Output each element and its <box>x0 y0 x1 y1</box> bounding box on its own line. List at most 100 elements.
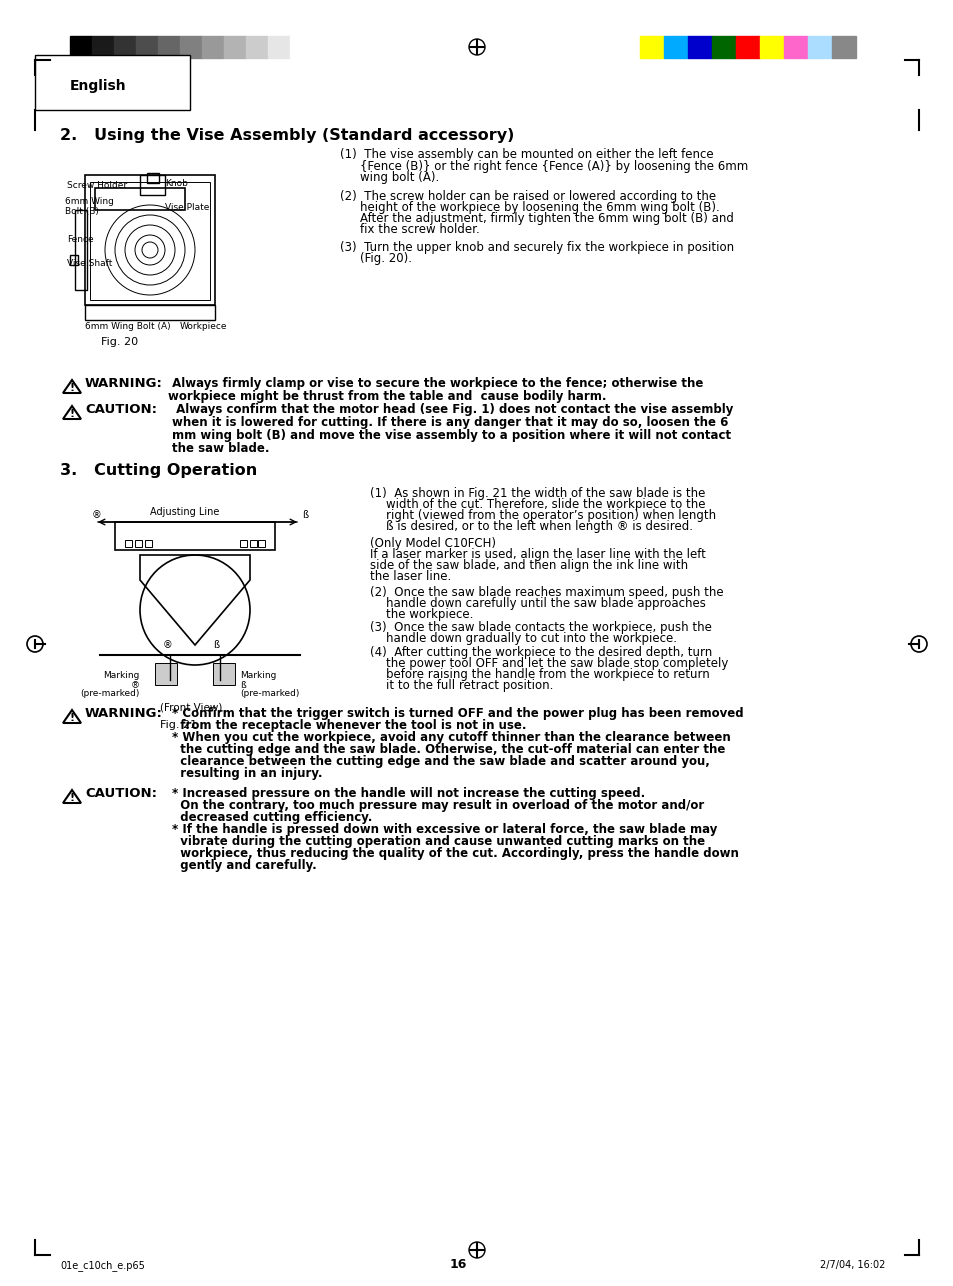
Text: Workpiece: Workpiece <box>180 322 227 331</box>
Text: 2/7/04, 16:02: 2/7/04, 16:02 <box>820 1260 884 1271</box>
Text: 6mm Wing
Bolt (B): 6mm Wing Bolt (B) <box>65 197 113 216</box>
Text: Fence: Fence <box>67 235 93 244</box>
Text: Fig. 21: Fig. 21 <box>160 720 197 730</box>
Text: CAUTION:: CAUTION: <box>85 403 157 415</box>
Text: Vise Plate: Vise Plate <box>165 202 209 211</box>
Text: Marking
ß: Marking ß <box>240 670 276 691</box>
Text: when it is lowered for cutting. If there is any danger that it may do so, loosen: when it is lowered for cutting. If there… <box>172 415 727 430</box>
Text: (4)  After cutting the workpiece to the desired depth, turn: (4) After cutting the workpiece to the d… <box>370 646 712 658</box>
Text: 2.   Using the Vise Assembly (Standard accessory): 2. Using the Vise Assembly (Standard acc… <box>60 129 514 143</box>
Bar <box>246 36 268 58</box>
Text: ß is desired, or to the left when length ® is desired.: ß is desired, or to the left when length… <box>386 520 692 532</box>
Bar <box>783 36 807 58</box>
Text: (1)  As shown in Fig. 21 the width of the saw blade is the: (1) As shown in Fig. 21 the width of the… <box>370 487 704 500</box>
Text: On the contrary, too much pressure may result in overload of the motor and/or: On the contrary, too much pressure may r… <box>172 799 703 811</box>
Text: 16: 16 <box>450 1258 467 1271</box>
Text: workpiece might be thrust from the table and  cause bodily harm.: workpiece might be thrust from the table… <box>168 390 606 403</box>
Bar <box>85 305 214 320</box>
Text: CAUTION:: CAUTION: <box>85 787 157 800</box>
Bar <box>290 36 312 58</box>
Text: right (viewed from the operator’s position) when length: right (viewed from the operator’s positi… <box>386 509 716 522</box>
Bar <box>213 664 234 685</box>
Text: side of the saw blade, and then align the ink line with: side of the saw blade, and then align th… <box>370 559 687 572</box>
Bar <box>711 36 735 58</box>
Bar <box>125 540 132 547</box>
Text: (1)  The vise assembly can be mounted on either the left fence: (1) The vise assembly can be mounted on … <box>339 148 713 161</box>
Bar <box>663 36 687 58</box>
Text: After the adjustment, firmly tighten the 6mm wing bolt (B) and: After the adjustment, firmly tighten the… <box>359 212 733 225</box>
Text: Adjusting Line: Adjusting Line <box>150 507 219 517</box>
Text: WARNING:: WARNING: <box>85 377 163 390</box>
Text: 6mm Wing Bolt (A): 6mm Wing Bolt (A) <box>85 322 171 331</box>
Text: (Only Model C10FCH): (Only Model C10FCH) <box>370 538 496 550</box>
Text: (3)  Once the saw blade contacts the workpiece, push the: (3) Once the saw blade contacts the work… <box>370 621 711 634</box>
Text: the saw blade.: the saw blade. <box>172 442 269 455</box>
Bar <box>735 36 760 58</box>
Bar <box>240 540 247 547</box>
Text: 01e_c10ch_e.p65: 01e_c10ch_e.p65 <box>60 1260 145 1271</box>
Text: (pre-marked): (pre-marked) <box>240 689 299 698</box>
Bar <box>687 36 711 58</box>
Text: the power tool OFF and let the saw blade stop completely: the power tool OFF and let the saw blade… <box>386 657 727 670</box>
Text: ®: ® <box>163 640 172 649</box>
Text: fix the screw holder.: fix the screw holder. <box>359 222 479 237</box>
Text: Fig. 20: Fig. 20 <box>101 337 138 347</box>
Text: workpiece, thus reducing the quality of the cut. Accordingly, press the handle d: workpiece, thus reducing the quality of … <box>172 847 739 860</box>
Bar <box>145 540 152 547</box>
Text: Knob: Knob <box>165 179 188 188</box>
Bar <box>224 36 246 58</box>
Text: (2)  The screw holder can be raised or lowered according to the: (2) The screw holder can be raised or lo… <box>339 190 716 203</box>
Bar <box>147 174 159 183</box>
Bar <box>70 36 91 58</box>
Bar <box>807 36 831 58</box>
Text: width of the cut. Therefore, slide the workpiece to the: width of the cut. Therefore, slide the w… <box>386 498 705 511</box>
Text: the cutting edge and the saw blade. Otherwise, the cut-off material can enter th: the cutting edge and the saw blade. Othe… <box>172 743 724 756</box>
Text: clearance between the cutting edge and the saw blade and scatter around you,: clearance between the cutting edge and t… <box>172 755 709 768</box>
Bar <box>136 36 158 58</box>
Bar <box>70 255 78 265</box>
Text: (2)  Once the saw blade reaches maximum speed, push the: (2) Once the saw blade reaches maximum s… <box>370 586 723 599</box>
Text: English: English <box>70 78 127 93</box>
Bar <box>90 183 210 300</box>
Text: !: ! <box>70 793 74 802</box>
Text: handle down carefully until the saw blade approaches: handle down carefully until the saw blad… <box>386 597 705 610</box>
Text: Marking
®: Marking ® <box>104 670 140 691</box>
Bar <box>95 188 185 210</box>
Bar <box>180 36 202 58</box>
Bar <box>257 540 265 547</box>
Text: (pre-marked): (pre-marked) <box>81 689 140 698</box>
Bar <box>250 540 256 547</box>
Text: !: ! <box>70 409 74 419</box>
Text: {Fence (B)} or the right fence {Fence (A)} by loosening the 6mm: {Fence (B)} or the right fence {Fence (A… <box>359 159 747 174</box>
Text: 3.   Cutting Operation: 3. Cutting Operation <box>60 463 257 478</box>
Bar <box>91 36 113 58</box>
Text: the laser line.: the laser line. <box>370 570 451 583</box>
Bar <box>75 210 87 291</box>
Text: from the receptacle whenever the tool is not in use.: from the receptacle whenever the tool is… <box>172 719 526 732</box>
Text: height of the workpiece by loosening the 6mm wing bolt (B).: height of the workpiece by loosening the… <box>359 201 719 213</box>
Text: WARNING:: WARNING: <box>85 707 163 720</box>
Text: Screw Holder: Screw Holder <box>67 180 127 189</box>
Bar <box>85 175 214 305</box>
Text: resulting in an injury.: resulting in an injury. <box>172 766 322 781</box>
Text: handle down gradually to cut into the workpiece.: handle down gradually to cut into the wo… <box>386 631 677 646</box>
Bar <box>202 36 224 58</box>
Text: * Confirm that the trigger switch is turned OFF and the power plug has been remo: * Confirm that the trigger switch is tur… <box>172 707 742 720</box>
Text: it to the full retract position.: it to the full retract position. <box>386 679 553 692</box>
Text: !: ! <box>70 712 74 723</box>
Text: (Front View): (Front View) <box>160 702 222 712</box>
Text: ®: ® <box>91 511 102 520</box>
Text: decreased cutting efficiency.: decreased cutting efficiency. <box>172 811 372 824</box>
Bar <box>115 522 274 550</box>
Text: * Increased pressure on the handle will not increase the cutting speed.: * Increased pressure on the handle will … <box>172 787 644 800</box>
Bar <box>113 36 136 58</box>
Bar <box>639 36 663 58</box>
Text: wing bolt (A).: wing bolt (A). <box>359 171 438 184</box>
Text: !: ! <box>70 383 74 394</box>
Bar <box>268 36 290 58</box>
Text: ß: ß <box>302 511 308 520</box>
Text: If a laser marker is used, align the laser line with the left: If a laser marker is used, align the las… <box>370 548 705 561</box>
Bar <box>760 36 783 58</box>
Text: vibrate during the cutting operation and cause unwanted cutting marks on the: vibrate during the cutting operation and… <box>172 835 704 847</box>
Text: Vise Shaft: Vise Shaft <box>67 258 112 267</box>
